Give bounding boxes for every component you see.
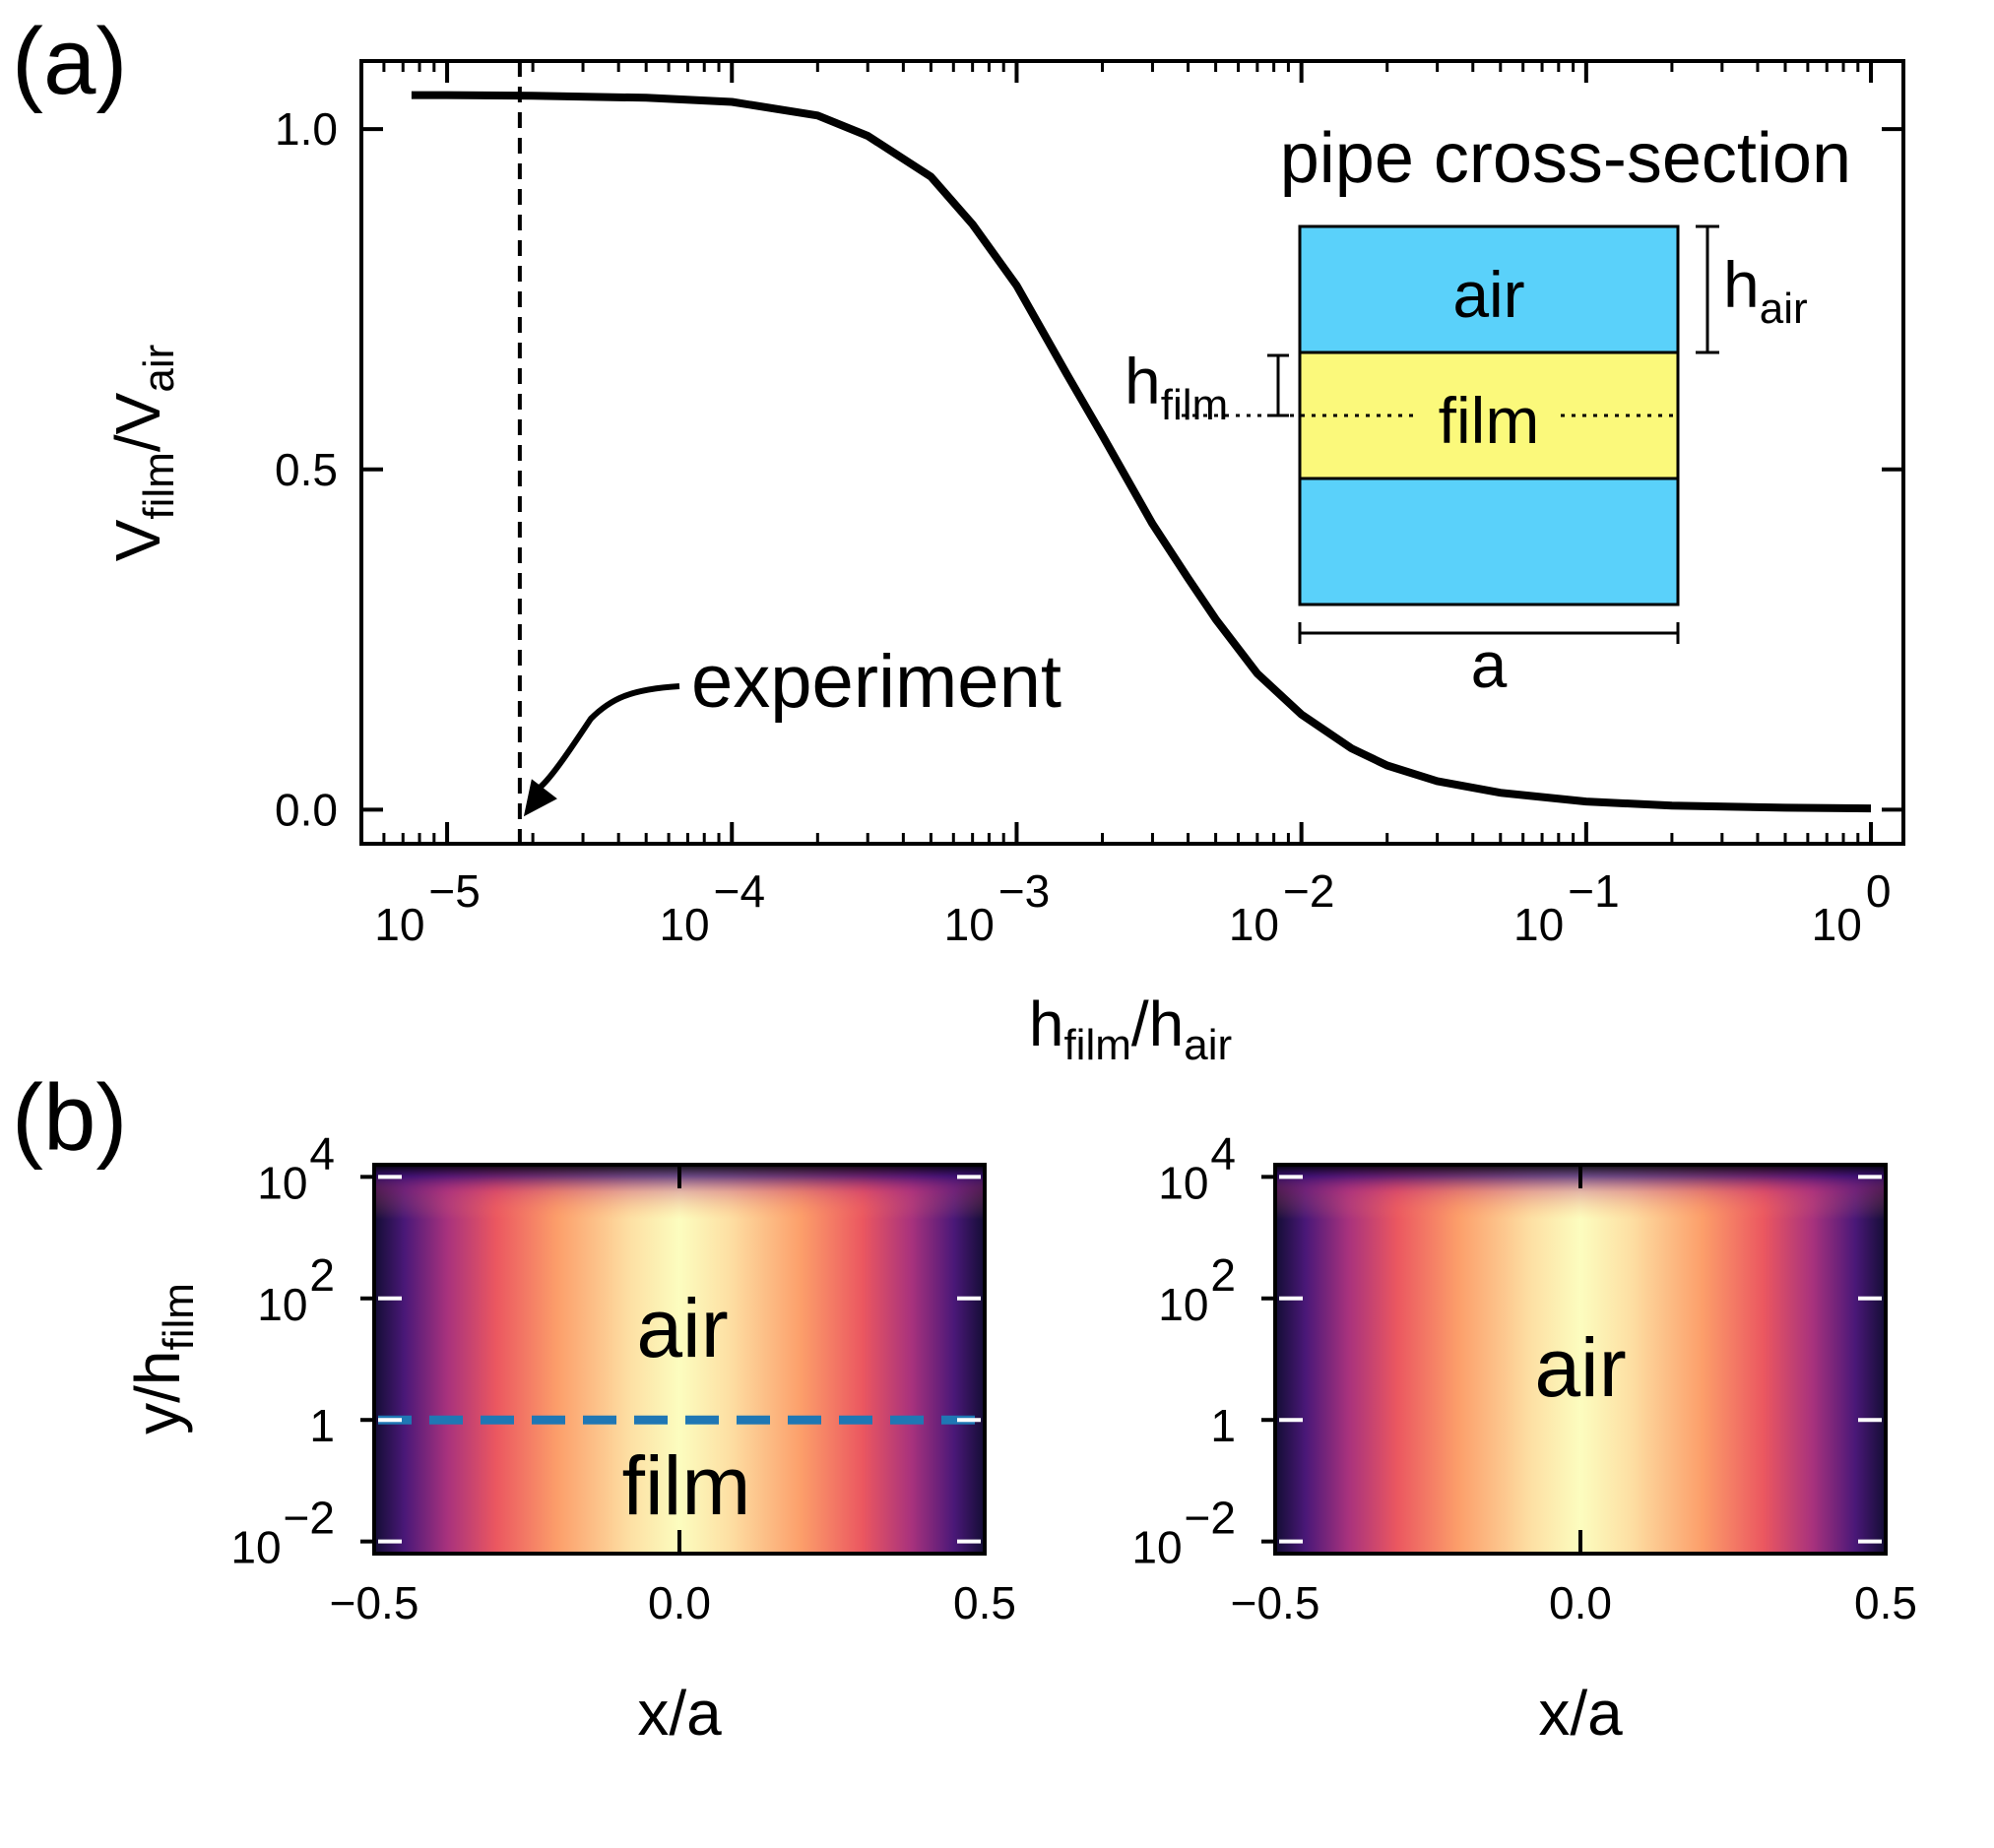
heatmap-x-tick-label: 0.5: [1854, 1577, 1917, 1628]
heatmap-left-air-label: air: [636, 1282, 728, 1374]
heatmap-left-film-label: film: [622, 1439, 751, 1532]
line-chart-panel-a: 0.0 0.5 1.0 pipe cross-section air film ha…: [102, 59, 1905, 1069]
h-film-bracket: [1267, 353, 1289, 417]
experiment-annotation: experiment: [691, 640, 1061, 724]
heatmap-left-top-shade: [374, 1165, 985, 1554]
h-film-dim-label: hfilm: [1125, 345, 1228, 429]
heatmap-left-y-title: y/hfilm: [122, 1283, 203, 1434]
h-air-bracket: [1696, 224, 1719, 354]
annotation-arrow-shaft: [537, 683, 680, 791]
heatmap-y-tick-label: 10−2: [230, 1493, 335, 1573]
h-air-dim-label: hair: [1723, 248, 1808, 333]
inset-air-label: air: [1452, 258, 1524, 331]
x-tick-label: 10−4: [659, 865, 765, 950]
x-tick-label: 100: [1812, 865, 1892, 950]
width-label: a: [1471, 628, 1508, 701]
heatmap-right-ticks: 104 102 1 10−2−0.5 0.0 0.5: [1131, 1127, 1917, 1628]
heatmap-left-x-title: x/a: [637, 1678, 722, 1749]
x-tick-label: 10−5: [374, 865, 481, 950]
y-tick-label: 1.0: [275, 103, 338, 155]
width-dimension-line: [1298, 622, 1680, 644]
x-major-ticks: [445, 61, 1874, 844]
inset-air-layer-bottom: [1298, 477, 1680, 606]
axes-frame-a: [359, 59, 1905, 846]
heatmap-right-x-title: x/a: [1538, 1678, 1623, 1749]
heatmap-y-tick-label: 1: [1210, 1400, 1236, 1451]
heatmap-x-tick-label: −0.5: [330, 1577, 419, 1628]
x-tick-label: 10−1: [1513, 865, 1620, 950]
heatmap-x-tick-label: 0.0: [1549, 1577, 1612, 1628]
y-ticks: 0.0 0.5 1.0: [275, 103, 1903, 835]
x-axis-title: hfilm/hair: [1029, 988, 1232, 1069]
heatmap-x-tick-label: 0.5: [953, 1577, 1016, 1628]
heatmap-left: air film 104 102 1 10−2−0.5 0.0 0.5 x/a y/hfi…: [122, 1127, 1016, 1749]
heatmap-y-tick-label: 104: [1158, 1127, 1236, 1208]
heatmap-y-tick-label: 104: [257, 1127, 335, 1208]
heatmap-y-tick-label: 102: [257, 1249, 335, 1330]
x-tick-labels: 10−5 10−4 10−3 10−2 10−1 100: [374, 865, 1891, 950]
x-tick-label: 10−2: [1229, 865, 1335, 950]
heatmap-x-tick-label: 0.0: [648, 1577, 711, 1628]
inset-film-label: film: [1439, 384, 1540, 457]
heatmap-right-air-label: air: [1534, 1321, 1626, 1414]
panel-label-a: (a): [12, 9, 127, 114]
inset-schematic: pipe cross-section air film hair hfilm a: [1125, 119, 1851, 701]
heatmap-right: air 104 102 1 10−2−0.5 0.0 0.5 x/a: [1131, 1127, 1917, 1749]
panel-label-b: (b): [12, 1065, 127, 1171]
series-line: [411, 91, 1872, 813]
inset-title: pipe cross-section: [1280, 119, 1851, 198]
heatmap-x-tick-label: −0.5: [1231, 1577, 1320, 1628]
y-tick-label: 0.5: [275, 444, 338, 495]
heatmap-y-tick-label: 1: [309, 1400, 335, 1451]
y-tick-label: 0.0: [275, 784, 338, 835]
y-axis-title: Vfilm/Vair: [102, 345, 183, 562]
heatmap-right-top-shade: [1275, 1165, 1886, 1554]
heatmap-y-tick-label: 10−2: [1131, 1493, 1236, 1573]
inset-film-label-bg: [1420, 384, 1558, 449]
annotation-arrowhead: [523, 779, 557, 817]
heatmap-y-tick-label: 102: [1158, 1249, 1236, 1330]
x-tick-label: 10−3: [944, 865, 1051, 950]
heatmap-left-ticks: 104 102 1 10−2−0.5 0.0 0.5: [230, 1127, 1016, 1628]
